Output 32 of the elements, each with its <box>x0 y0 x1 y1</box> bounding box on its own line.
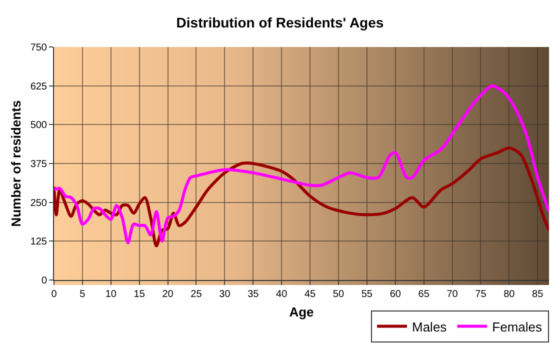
y-tick-label: 500 <box>30 120 48 132</box>
x-tick-label: 30 <box>219 289 231 300</box>
x-axis-title: Age <box>289 304 314 320</box>
line-series <box>54 146 549 248</box>
x-tick-label: 85 <box>532 289 544 300</box>
x-tick-label: 70 <box>446 289 458 300</box>
y-tick-label: 125 <box>30 236 48 248</box>
x-tick-label: 50 <box>332 289 344 300</box>
y-tick-label: 625 <box>30 81 48 92</box>
x-tick-label: 15 <box>134 289 146 300</box>
x-tick-label: 80 <box>504 289 516 300</box>
x-tick-label: 45 <box>304 289 316 300</box>
x-tick-label: 5 <box>80 289 86 300</box>
line-series <box>54 84 549 244</box>
x-tick-label: 25 <box>190 289 202 300</box>
y-tick-label: 250 <box>30 198 48 209</box>
y-axis-title: Number of residents <box>8 100 24 227</box>
y-tick-label: 0 <box>41 276 48 286</box>
y-tick-label: 375 <box>30 159 48 170</box>
x-tick-label: 35 <box>248 289 260 300</box>
x-tick-label: 0 <box>51 289 58 300</box>
x-tick-label: 40 <box>276 289 288 300</box>
x-tick-label: 55 <box>361 289 373 300</box>
x-tick-label: 75 <box>475 289 487 300</box>
y-tick-label: 750 <box>30 42 48 54</box>
x-tick-label: 10 <box>105 289 117 300</box>
x-tick-label: 20 <box>162 289 174 300</box>
chart-title: Distribution of Residents' Ages <box>176 14 384 30</box>
x-tick-label: 60 <box>390 289 402 300</box>
x-tick-label: 65 <box>418 289 430 300</box>
legend-label: Females <box>492 319 543 334</box>
legend-label: Males <box>412 319 448 334</box>
